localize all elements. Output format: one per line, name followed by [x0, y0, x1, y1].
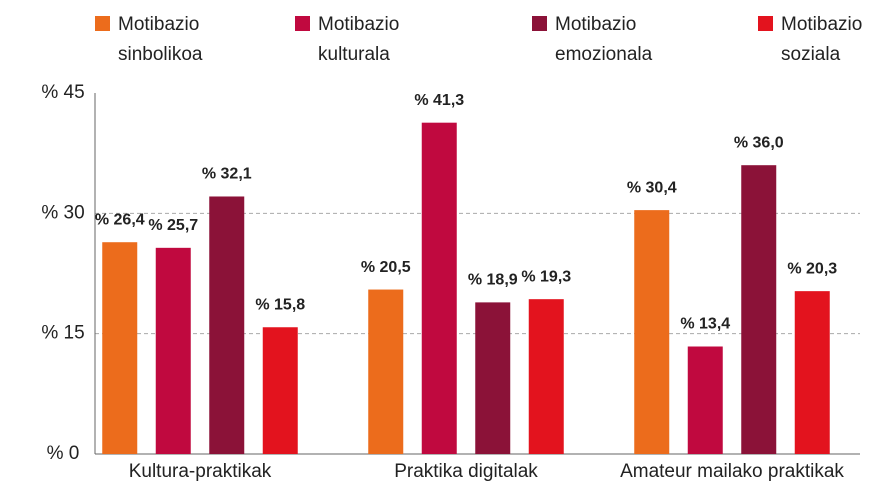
- legend-item: Motibazio sinbolikoa: [95, 10, 228, 70]
- bar: [262, 327, 298, 454]
- legend-label: Motibazio emozionala: [555, 14, 653, 65]
- y-tick-label: % 30: [41, 202, 84, 223]
- bar: [475, 302, 511, 454]
- value-label: % 20,5: [361, 259, 411, 276]
- legend-swatch: [95, 16, 110, 31]
- value-label: % 26,4: [95, 211, 145, 228]
- bar: [102, 242, 138, 454]
- bar: [634, 210, 670, 454]
- bar: [687, 346, 723, 454]
- legend-swatch: [295, 16, 310, 31]
- x-tick-label: Kultura-praktikak: [129, 461, 272, 482]
- y-tick-label: % 0: [47, 443, 80, 464]
- x-tick-label: Praktika digitalak: [394, 461, 538, 482]
- bar: [528, 299, 564, 454]
- bar: [741, 165, 777, 454]
- y-tick-label: % 45: [41, 82, 84, 103]
- legend-label: Motibazio soziala: [781, 14, 863, 65]
- bar: [155, 247, 191, 454]
- bar: [209, 196, 245, 454]
- value-label: % 13,4: [680, 316, 730, 333]
- legend-item: Motibazio kulturala: [295, 10, 428, 70]
- value-label: % 36,0: [734, 134, 784, 151]
- value-label: % 25,7: [148, 217, 198, 234]
- legend-swatch: [758, 16, 773, 31]
- value-label: % 15,8: [255, 296, 305, 313]
- legend-swatch: [532, 16, 547, 31]
- value-label: % 18,9: [468, 272, 518, 289]
- bar: [421, 122, 457, 454]
- value-label: % 30,4: [627, 179, 677, 196]
- y-tick-label: % 15: [41, 323, 84, 344]
- value-label: % 19,3: [521, 268, 571, 285]
- value-label: % 41,3: [414, 92, 464, 109]
- legend-label: Motibazio kulturala: [318, 14, 400, 65]
- bar: [794, 291, 830, 454]
- value-label: % 32,1: [202, 166, 252, 183]
- value-label: % 20,3: [787, 260, 837, 277]
- x-tick-label: Amateur mailako praktikak: [620, 461, 844, 482]
- legend-label: Motibazio sinbolikoa: [118, 14, 203, 65]
- legend-item: Motibazio emozionala: [532, 10, 665, 70]
- legend-item: Motibazio soziala: [758, 10, 882, 70]
- bar: [368, 289, 404, 454]
